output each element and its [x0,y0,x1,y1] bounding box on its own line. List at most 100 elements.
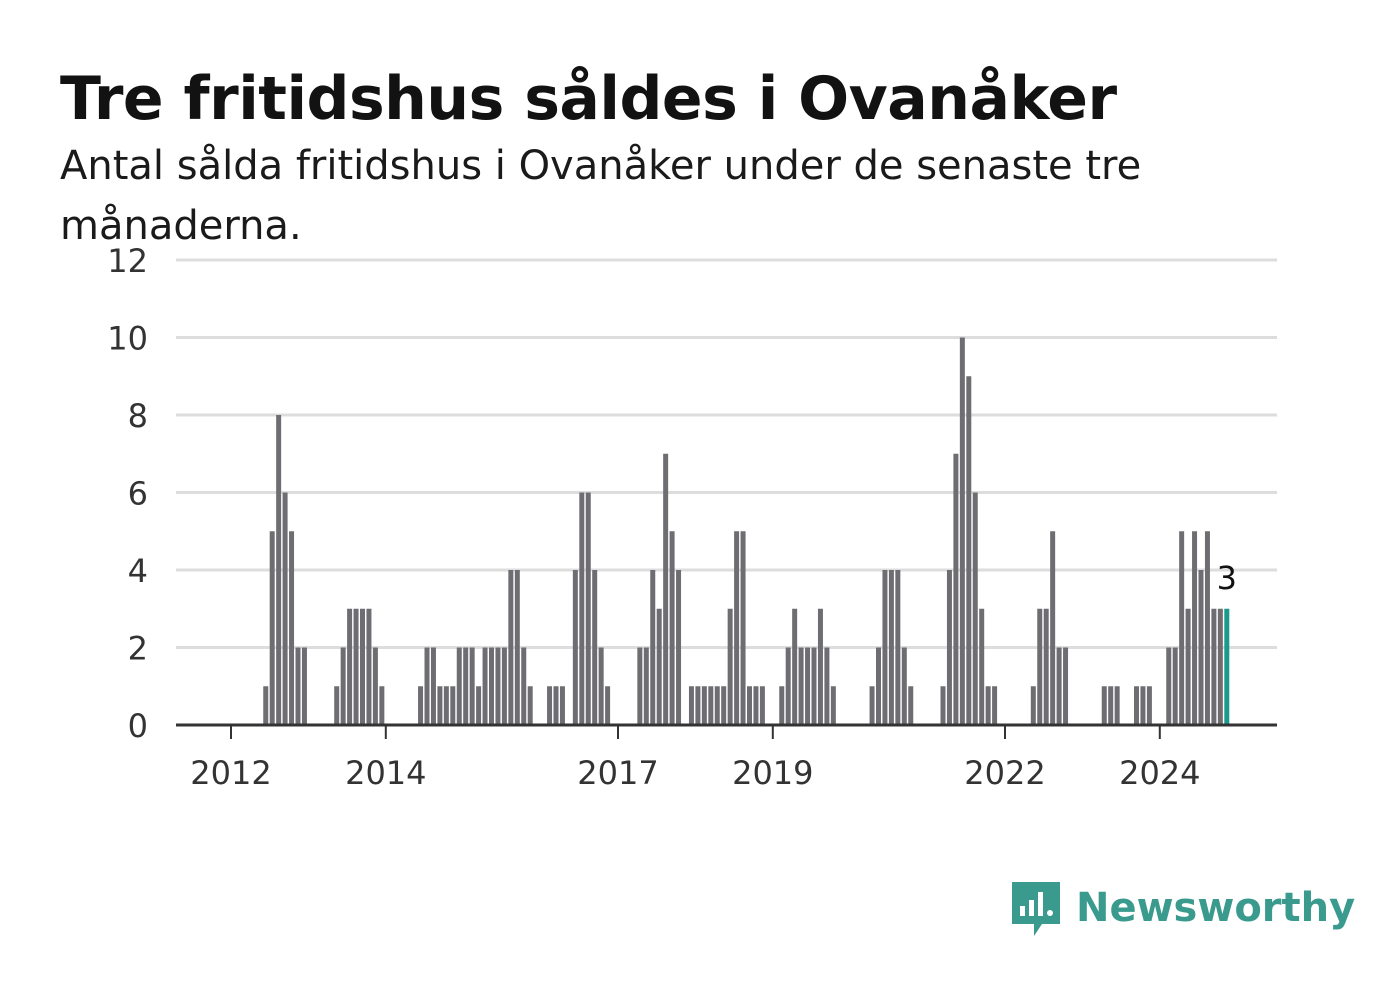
value-annotation: 3 [1217,559,1237,597]
x-tick-label: 2012 [190,754,271,792]
bar [1134,686,1139,725]
x-axis-labels: 2012 2014 2017 2019 2022 2024 [190,754,1200,792]
x-tick-label: 2022 [964,754,1045,792]
bar [959,337,965,725]
highlight-bar [1224,608,1230,725]
bar [656,608,662,725]
bar [824,647,830,725]
bar [282,492,288,725]
bar [888,570,894,725]
bar [798,647,804,725]
bar [869,686,875,725]
bar [379,686,385,725]
bar [1043,608,1049,725]
bar [276,415,282,725]
y-tick-label: 6 [128,475,148,513]
bar [547,686,553,725]
bar [669,531,675,725]
bar [1179,531,1185,725]
bar [585,492,591,725]
bar [1166,647,1172,725]
bar [295,647,301,725]
newsworthy-logo-icon [1012,882,1060,936]
bar [430,647,436,725]
bar [979,608,985,725]
bar [1192,531,1198,725]
bar [708,686,714,725]
bar [572,570,578,725]
chart-title: Tre fritidshus såldes i Ovanåker [60,64,1117,134]
bar [727,608,733,725]
bar [992,686,998,725]
bar [1030,686,1036,725]
bar [347,608,353,725]
bar [463,647,469,725]
bar [1101,686,1107,725]
bar [701,686,707,725]
bar [895,570,901,725]
y-tick-label: 12 [107,242,148,280]
bar [598,647,604,725]
bar [985,686,991,725]
bar [1146,686,1152,725]
x-tick-label: 2014 [345,754,426,792]
bar [334,686,340,725]
bar [443,686,449,725]
bar [759,686,765,725]
bar [734,531,740,725]
bar [269,531,275,725]
x-tick-label: 2017 [577,754,658,792]
bar [340,647,346,725]
bar [817,608,823,725]
bar [785,647,791,725]
last-value-label: 3 [1217,559,1237,597]
bar [482,647,488,725]
bar [1037,608,1043,725]
bar [953,453,959,725]
brand-logo: Newsworthy [1010,878,1355,938]
y-tick-label: 10 [107,320,148,358]
x-axis [176,723,1277,739]
bar [650,570,656,725]
bar [1204,531,1210,725]
bar [495,647,501,725]
bar [740,531,746,725]
bar [811,647,817,725]
bar [1050,531,1056,725]
bar [372,647,378,725]
bar [1108,686,1114,725]
bar [972,492,978,725]
bar [1172,647,1178,725]
y-tick-label: 4 [128,552,148,590]
y-tick-label: 2 [128,630,148,668]
bar [753,686,759,725]
y-tick-label: 0 [128,707,148,745]
bar [805,647,811,725]
bar [966,376,972,725]
bar [830,686,836,725]
bar-series [263,337,1230,725]
bar [1185,608,1191,725]
bar [1140,686,1146,725]
bar [353,608,359,725]
bar [637,647,643,725]
bar [579,492,585,725]
bar [301,647,307,725]
bar [688,686,694,725]
bar [714,686,720,725]
bar [1063,647,1069,725]
brand-name: Newsworthy [1076,885,1356,931]
bar [289,531,295,725]
y-axis-labels: 0 2 4 6 8 10 12 [107,242,148,745]
bar [882,570,888,725]
bar [747,686,752,725]
bar [592,570,598,725]
bar [643,647,649,725]
bar [1211,608,1217,725]
bar [779,686,785,725]
bar [908,686,914,725]
grid-lines [176,258,1277,649]
bar [1198,570,1204,725]
bar [1217,608,1223,725]
bar [946,570,952,725]
